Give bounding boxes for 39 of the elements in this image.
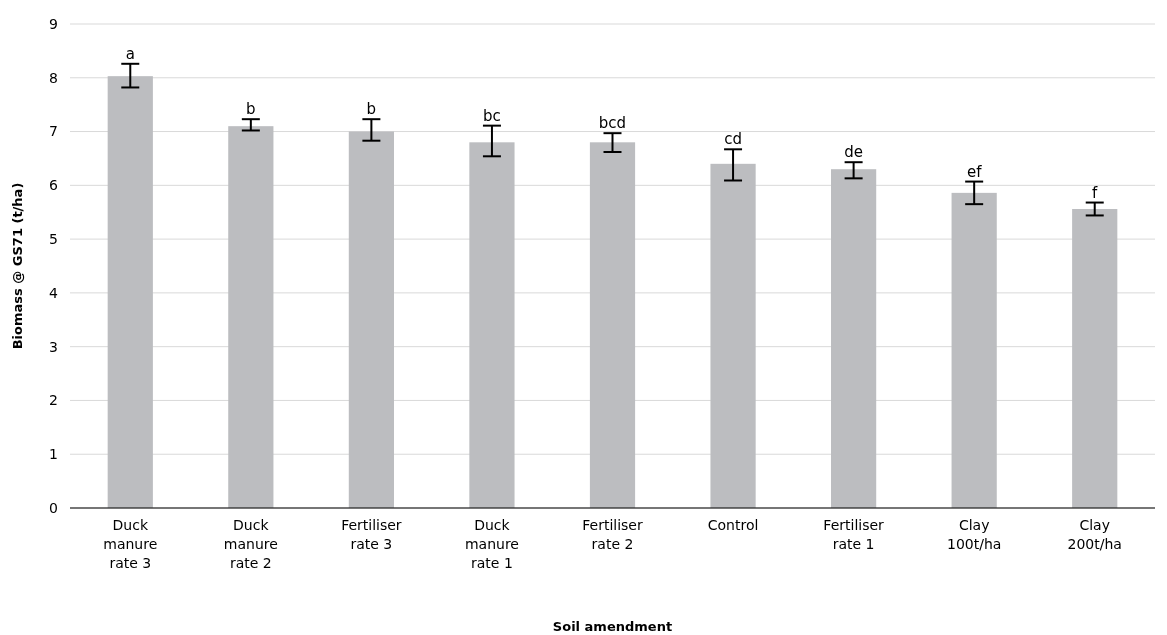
x-axis-title: Soil amendment: [552, 619, 673, 634]
bar: [951, 192, 997, 508]
y-tick-label: 7: [49, 123, 58, 140]
annotation: ef: [966, 162, 983, 181]
y-axis-title: Biomass @ GS71 (t/ha): [10, 182, 25, 350]
bar: [228, 126, 274, 508]
x-tick-label: Clay 100t/ha: [946, 517, 1002, 552]
bar: [469, 142, 515, 508]
bar: [710, 163, 756, 508]
x-tick-label: Duck manure rate 1: [464, 517, 519, 571]
annotation: de: [844, 143, 863, 162]
y-tick-label: 8: [49, 69, 58, 86]
y-tick-label: 9: [49, 15, 58, 32]
y-tick-label: 2: [49, 392, 58, 409]
annotation: b: [366, 100, 377, 119]
bar: [107, 76, 153, 508]
x-tick-label: Fertiliser rate 3: [341, 517, 402, 552]
y-tick-label: 6: [49, 177, 59, 194]
bar: [348, 131, 394, 508]
bar: [1072, 209, 1118, 508]
annotation: a: [125, 44, 135, 63]
bar: [831, 169, 877, 508]
y-tick-label: 5: [49, 231, 58, 248]
x-tick-label: Duck manure rate 2: [223, 517, 278, 571]
annotation: cd: [724, 130, 742, 149]
x-tick-label: Clay 200t/ha: [1067, 517, 1122, 552]
y-tick-label: 0: [49, 499, 58, 516]
x-tick-label: Control: [707, 517, 759, 533]
x-tick-label: Fertiliser rate 1: [823, 517, 885, 552]
annotation: bcd: [598, 114, 627, 133]
annotation: f: [1092, 183, 1099, 202]
y-tick-label: 3: [49, 338, 58, 355]
x-tick-label: Fertiliser rate 2: [582, 517, 643, 552]
y-tick-label: 1: [49, 446, 58, 463]
annotation: bc: [483, 106, 501, 125]
annotation: b: [246, 100, 256, 119]
bar: [589, 142, 636, 508]
x-tick-label: Duck manure rate 3: [103, 517, 158, 571]
y-tick-label: 4: [49, 284, 59, 301]
